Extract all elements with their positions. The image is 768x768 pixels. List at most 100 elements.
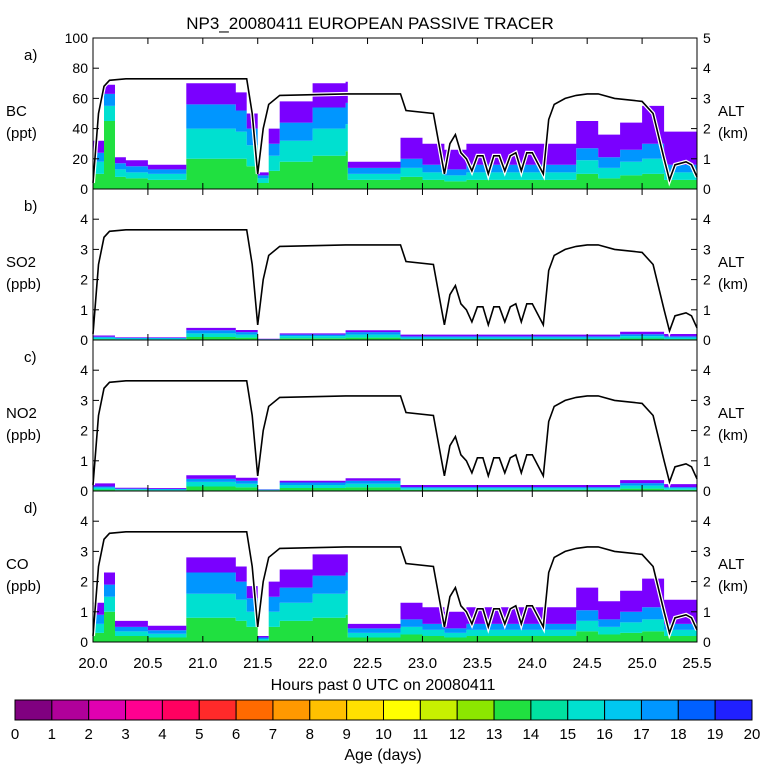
y-tick-label: 0 <box>80 332 88 348</box>
alt-tick-label: 0 <box>703 332 711 348</box>
area-age-15-17 <box>93 330 697 340</box>
x-tick-label: 23.5 <box>463 655 492 672</box>
y-tick-label: 20 <box>72 151 88 167</box>
area-age-12-15 <box>93 590 697 641</box>
panel-frame <box>92 339 698 492</box>
alt-tick-label: 1 <box>703 302 711 318</box>
species-unit: (ppb) <box>6 276 41 293</box>
x-axis-label: Hours past 0 UTC on 20080411 <box>271 677 496 694</box>
colorbar-tick-label: 18 <box>670 726 687 743</box>
panel-letter: c) <box>24 349 37 366</box>
panels-group: 020406080100012345a)BC(ppt)ALT(km)012340… <box>6 30 748 650</box>
species-unit: (ppt) <box>6 125 37 142</box>
y-tick-label: 0 <box>80 634 88 650</box>
colorbar-tick-label: 16 <box>596 726 613 743</box>
x-tick-label: 21.0 <box>188 655 217 672</box>
y-tick-label: 0 <box>80 181 88 197</box>
alt-tick-label: 1 <box>703 453 711 469</box>
area-age-15-17 <box>93 572 697 639</box>
colorbar-swatch <box>125 699 163 721</box>
y-tick-label: 2 <box>80 423 88 439</box>
area-age-15-17 <box>93 93 697 179</box>
colorbar-tick-label: 17 <box>633 726 650 743</box>
y-tick-label: 60 <box>72 90 88 106</box>
colorbar-label: Age (days) <box>344 747 421 764</box>
x-tick-label: 24.0 <box>518 655 547 672</box>
alt-label: ALT <box>718 254 744 271</box>
alt-tick-label: 2 <box>703 574 711 590</box>
alt-unit: (km) <box>718 578 748 595</box>
x-tick-label: 21.5 <box>243 655 272 672</box>
panel-letter: b) <box>24 198 37 215</box>
colorbar-tick-label: 19 <box>707 726 724 743</box>
area-age-0-12 <box>93 486 697 491</box>
colorbar-tick-label: 8 <box>306 726 314 743</box>
alt-tick-label: 2 <box>703 121 711 137</box>
colorbar-tick-label: 11 <box>413 726 429 743</box>
x-tick-label: 20.5 <box>133 655 162 672</box>
colorbar-swatch <box>161 699 200 721</box>
colorbar-swatch <box>714 699 753 721</box>
alt-label: ALT <box>718 556 744 573</box>
x-tick-label: 25.5 <box>682 655 711 672</box>
colorbar-tick-label: 3 <box>121 726 129 743</box>
colorbar-swatch <box>419 699 458 721</box>
y-tick-label: 4 <box>80 211 88 227</box>
y-tick-label: 2 <box>80 574 88 590</box>
species-label: SO2 <box>6 254 36 271</box>
y-tick-label: 80 <box>72 60 88 76</box>
area-age-0-12 <box>93 611 697 642</box>
colorbar-tick-label: 10 <box>375 726 392 743</box>
area-age-12-15 <box>93 333 697 340</box>
alt-tick-label: 0 <box>703 634 711 650</box>
panel-co: 0 1 2 3 4 0 1 2 3 4 d) CO (ppb) ALT (km) <box>6 490 748 650</box>
colorbar-tick-label: 15 <box>559 726 576 743</box>
alt-label: ALT <box>718 405 744 422</box>
area-age-15-17 <box>93 478 697 490</box>
alt-unit: (km) <box>718 427 748 444</box>
chart-title: NP3_20080411 EUROPEAN PASSIVE TRACER <box>186 14 554 33</box>
colorbar-swatch <box>640 699 679 721</box>
altitude-line <box>92 379 698 486</box>
alt-label: ALT <box>718 103 744 120</box>
alt-tick-label: 4 <box>703 211 711 227</box>
alt-tick-label: 3 <box>703 241 711 257</box>
y-tick-label: 1 <box>80 302 88 318</box>
area-age-12-15 <box>93 481 697 491</box>
altitude-line <box>92 78 698 184</box>
x-tick-label: 20.0 <box>78 655 107 672</box>
x-tick-label: 22.0 <box>298 655 327 672</box>
alt-unit: (km) <box>718 125 748 142</box>
colorbar-tick-label: 20 <box>744 726 761 743</box>
x-tick-label: 24.5 <box>573 655 602 672</box>
alt-tick-label: 3 <box>703 90 711 106</box>
colorbar-tick-label: 5 <box>195 726 203 743</box>
alt-tick-label: 2 <box>703 423 711 439</box>
colorbar-tick-label: 1 <box>48 726 56 743</box>
altitude-line <box>92 530 698 637</box>
area-age-0-12 <box>93 337 697 340</box>
colorbar-tick-label: 6 <box>232 726 240 743</box>
altitude-line <box>92 229 698 335</box>
colorbar-swatch <box>235 699 274 721</box>
y-tick-label: 4 <box>80 362 88 378</box>
y-tick-label: 4 <box>80 513 88 529</box>
species-unit: (ppb) <box>6 578 41 595</box>
alt-tick-label: 4 <box>703 513 711 529</box>
alt-tick-label: 3 <box>703 543 711 559</box>
colorbar-swatch <box>309 699 348 721</box>
panel-so2: 0 1 2 3 4 0 1 2 3 4 b) SO2 (ppb) ALT (km) <box>6 188 748 348</box>
y-tick-label: 3 <box>80 241 88 257</box>
colorbar-swatch <box>346 699 384 721</box>
colorbar-tick-label: 7 <box>269 726 277 743</box>
alt-tick-label: 0 <box>703 181 711 197</box>
y-tick-label: 100 <box>65 30 89 46</box>
alt-unit: (km) <box>718 276 748 293</box>
colorbar-tick-label: 4 <box>158 726 166 743</box>
species-label: CO <box>6 556 29 573</box>
colorbar-swatch <box>383 699 421 721</box>
colorbar-tick-label: 13 <box>486 726 503 743</box>
alt-tick-label: 0 <box>703 483 711 499</box>
panel-frame <box>92 188 698 341</box>
panel-letter: d) <box>24 500 37 517</box>
